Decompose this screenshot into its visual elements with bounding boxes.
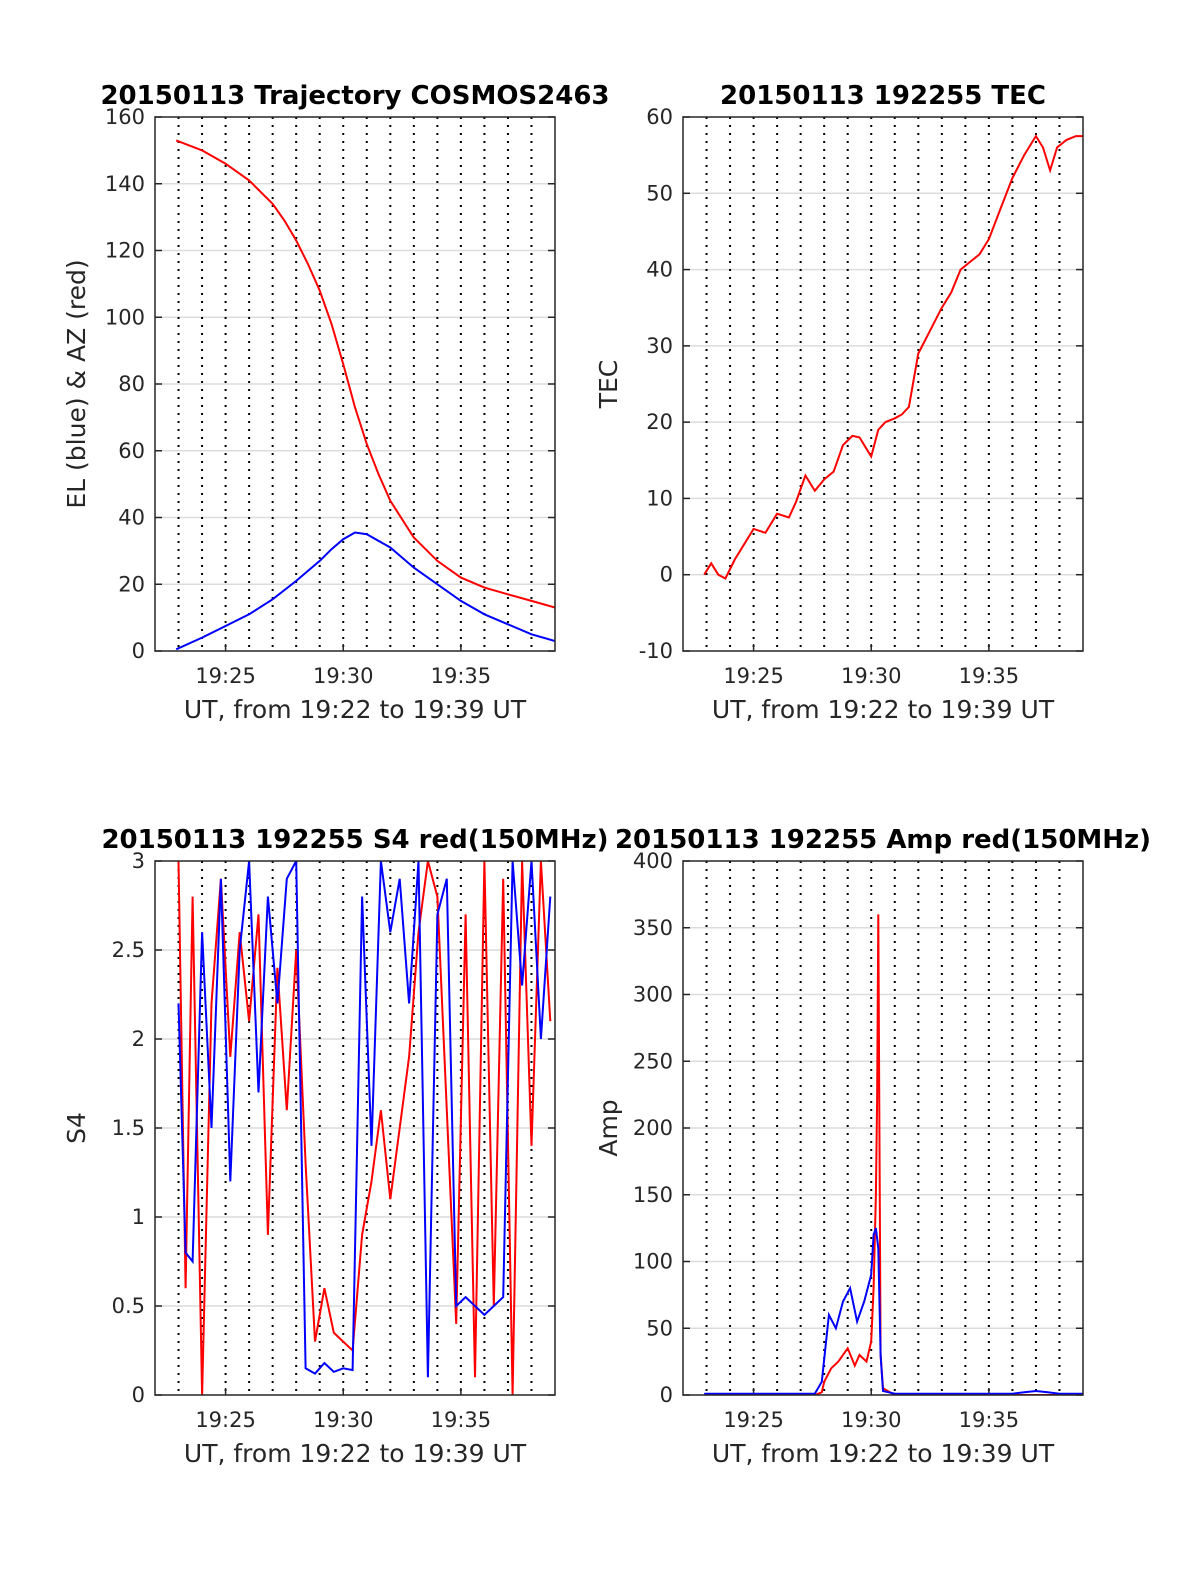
y-tick-label: 350: [633, 916, 673, 940]
y-tick-label: 0: [660, 563, 673, 587]
chart-title: 20150113 192255 S4 red(150MHz): [101, 825, 608, 855]
x-tick-label: 19:35: [959, 1408, 1020, 1432]
chart-panel-3: 0 0.5 1 1.5 2 2.5 3 19:25 19:30 19:35 20150113 192…: [62, 825, 609, 1468]
axes-box: [682, 116, 1084, 652]
y-tick-label: 60: [118, 439, 145, 463]
x-tick-label: 19:30: [841, 1408, 902, 1432]
axes-box: [682, 860, 1084, 1396]
x-tick-label: 19:35: [431, 1408, 492, 1432]
y-tick-label: 50: [646, 1316, 673, 1340]
x-axis-label: UT, from 19:22 to 19:39 UT: [184, 695, 527, 724]
y-tick-label: 250: [633, 1049, 673, 1073]
y-tick-label: 1: [132, 1205, 145, 1229]
chart-panel-1: 0 20 40 60 80 100 120 140 160 19:25 19:30 19:35 2015…: [62, 81, 610, 724]
y-tick-label: 20: [646, 410, 673, 434]
y-tick-label: 30: [646, 334, 673, 358]
series-line-red: [175, 139, 555, 609]
y-tick-label: 100: [105, 305, 145, 329]
chart-panel-4: 0 50 100 150 200 250 300 350 400 19:25 19:30 19:35 2…: [594, 825, 1151, 1468]
series-line-red: [704, 914, 1083, 1395]
x-axis-label: UT, from 19:22 to 19:39 UT: [712, 695, 1055, 724]
y-tick-label: 0.5: [112, 1294, 145, 1318]
y-tick-label: 80: [118, 372, 145, 396]
series-line-blue: [177, 861, 552, 1378]
chart-title: 20150113 Trajectory COSMOS2463: [100, 81, 609, 111]
x-tick-label: 19:25: [195, 664, 256, 688]
y-tick-label: 120: [105, 239, 145, 263]
y-tick-label: 0: [660, 1383, 673, 1407]
y-tick-label: 150: [633, 1183, 673, 1207]
chart-title: 20150113 192255 Amp red(150MHz): [615, 825, 1151, 855]
x-tick-label: 19:30: [313, 1408, 374, 1432]
x-tick-label: 19:35: [959, 664, 1020, 688]
series-line-blue: [704, 1227, 1083, 1395]
y-tick-label: 20: [118, 572, 145, 596]
y-tick-label: 50: [646, 181, 673, 205]
series-line-blue: [175, 531, 555, 651]
x-axis-label: UT, from 19:22 to 19:39 UT: [712, 1439, 1055, 1468]
y-axis-label: TEC: [594, 360, 623, 410]
y-tick-label: 300: [633, 983, 673, 1007]
y-axis-label: EL (blue) & AZ (red): [62, 259, 91, 508]
y-tick-label: 2: [132, 1027, 145, 1051]
y-tick-label: -10: [639, 639, 673, 663]
y-axis-label: Amp: [594, 1099, 623, 1156]
series-line-red: [703, 134, 1083, 580]
y-tick-label: 200: [633, 1116, 673, 1140]
series-line-red: [177, 861, 552, 1395]
y-tick-label: 1.5: [112, 1116, 145, 1140]
x-tick-label: 19:35: [431, 664, 492, 688]
axes-box: [154, 116, 556, 652]
y-tick-label: 60: [646, 105, 673, 129]
y-tick-label: 160: [105, 105, 145, 129]
y-tick-label: 0: [132, 1383, 145, 1407]
y-tick-label: 40: [646, 258, 673, 282]
axes-box: [154, 860, 556, 1396]
y-tick-label: 0: [132, 639, 145, 663]
y-axis-label: S4: [62, 1112, 91, 1144]
y-tick-label: 2.5: [112, 938, 145, 962]
x-tick-label: 19:25: [195, 1408, 256, 1432]
y-tick-label: 140: [105, 172, 145, 196]
x-tick-label: 19:25: [723, 1408, 784, 1432]
chart-title: 20150113 192255 TEC: [720, 81, 1046, 111]
x-tick-label: 19:30: [313, 664, 374, 688]
y-tick-label: 100: [633, 1250, 673, 1274]
y-tick-label: 3: [132, 849, 145, 873]
x-tick-label: 19:30: [841, 664, 902, 688]
x-tick-label: 19:25: [723, 664, 784, 688]
y-tick-label: 10: [646, 486, 673, 510]
y-tick-label: 40: [118, 506, 145, 530]
y-tick-label: 400: [633, 849, 673, 873]
x-axis-label: UT, from 19:22 to 19:39 UT: [184, 1439, 527, 1468]
chart-panel-2: -10 0 10 20 30 40 50 60 19:25 19:30 19:35 20150113 …: [594, 81, 1084, 724]
